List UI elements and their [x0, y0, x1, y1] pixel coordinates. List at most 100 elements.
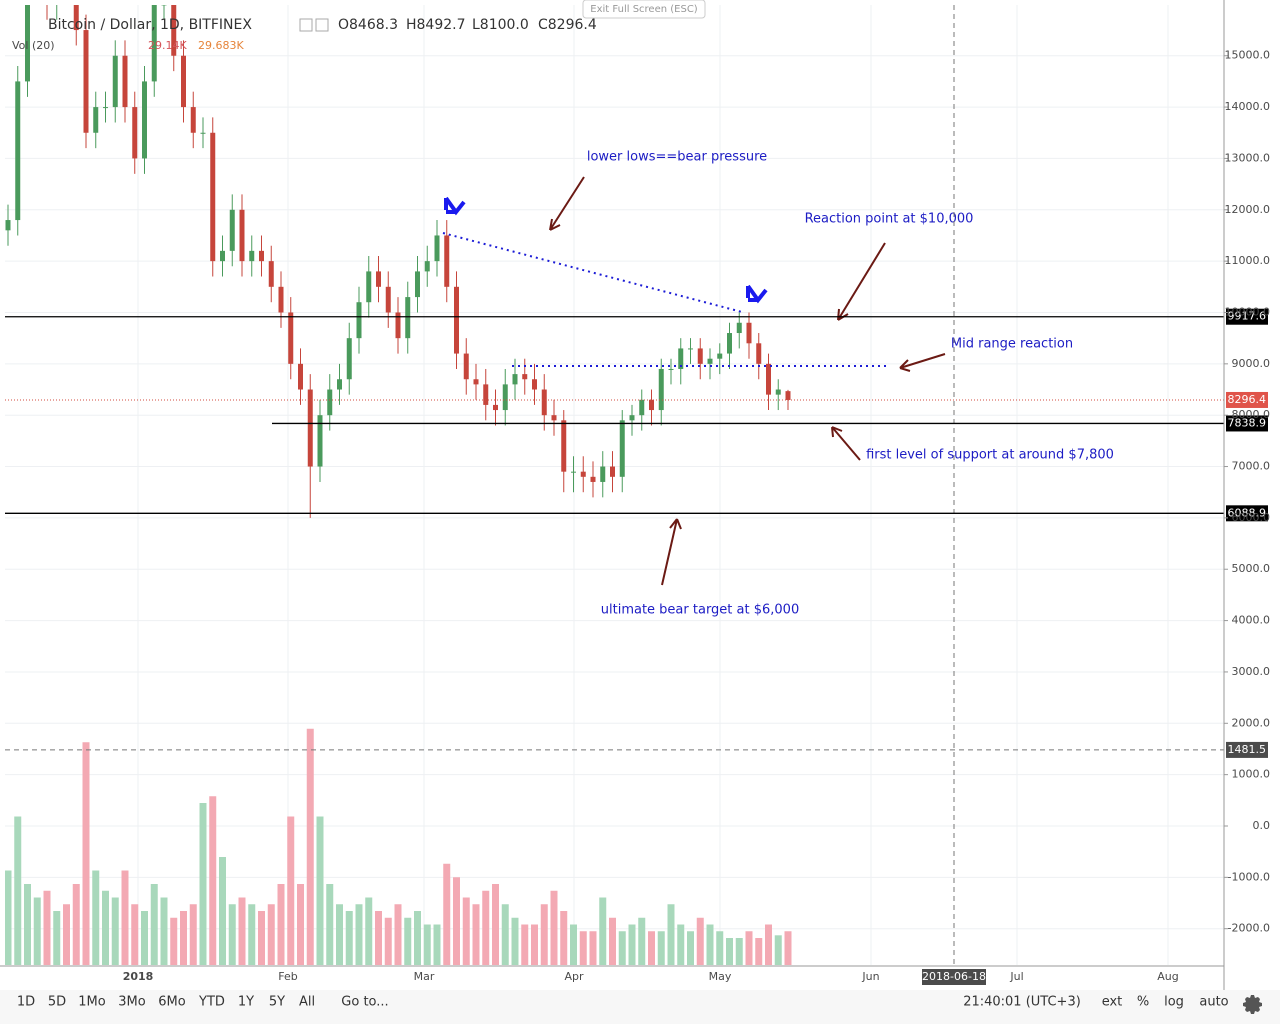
- y-tick-label: 15000.0: [1225, 49, 1271, 62]
- candle-body: [73, 5, 79, 31]
- volume-bar: [63, 904, 70, 965]
- volume-bar: [774, 935, 782, 965]
- volume-bar: [219, 857, 226, 965]
- volume-bar: [102, 890, 109, 965]
- candle-body: [785, 391, 791, 400]
- time-axis: 2018 Feb Mar Apr May Jun Jul Aug: [123, 970, 1179, 983]
- volume-bar: [404, 917, 412, 965]
- y-tick-label: -1000.0: [1228, 870, 1270, 883]
- x-tick-label: 2018: [123, 970, 154, 983]
- range-button[interactable]: 5D: [48, 995, 66, 1010]
- y-tick-label: 3000.0: [1232, 665, 1271, 678]
- toolbar: [0, 990, 1280, 1024]
- candle-body: [298, 363, 303, 390]
- candle-body: [161, 5, 167, 6]
- ohlc-low: L8100.0: [472, 17, 529, 33]
- volume-bar: [648, 931, 655, 965]
- candle-body: [473, 379, 479, 385]
- volume-bar: [462, 897, 470, 965]
- y-tick-label: 1000.0: [1232, 768, 1271, 781]
- candle-body: [756, 343, 762, 364]
- y-tick-label: 11000.0: [1225, 254, 1271, 267]
- volume-bar: [667, 904, 675, 965]
- volume-pane: [5, 728, 792, 965]
- candle-body: [142, 81, 147, 159]
- level-badge: [1226, 415, 1268, 432]
- ohlc-open: O8468.3: [338, 17, 398, 33]
- candle-body: [346, 338, 352, 380]
- candle-body: [444, 235, 450, 287]
- candle-body: [766, 363, 771, 395]
- settings-icon[interactable]: [1243, 995, 1262, 1014]
- icon[interactable]: [299, 18, 313, 32]
- range-button[interactable]: 5Y: [269, 995, 285, 1010]
- volume-bar: [33, 897, 41, 965]
- candle-body: [132, 107, 138, 159]
- candle-body: [385, 286, 391, 313]
- volume-bar: [657, 931, 665, 965]
- candle-body: [658, 368, 664, 411]
- candle-body: [171, 5, 177, 56]
- scale-option[interactable]: %: [1137, 995, 1149, 1010]
- candle-body: [502, 384, 508, 411]
- volume-bar: [521, 924, 529, 965]
- y-tick-label: 0.0: [1253, 819, 1271, 832]
- candle-body: [190, 107, 196, 133]
- volume-bar: [735, 938, 743, 965]
- clock: 21:40:01 (UTC+3): [963, 995, 1081, 1010]
- x-tick-label: Jun: [861, 970, 879, 983]
- scale-option[interactable]: log: [1164, 995, 1184, 1010]
- candle-body: [337, 379, 342, 390]
- candle-body: [200, 132, 206, 134]
- candles: [5, 5, 791, 518]
- candle-body: [688, 348, 693, 350]
- volume-bar: [755, 938, 763, 965]
- range-button[interactable]: 1Y: [238, 995, 254, 1010]
- candle-body: [775, 389, 781, 395]
- arrows: [549, 176, 946, 586]
- candle-body: [210, 132, 216, 262]
- icon[interactable]: [315, 18, 329, 32]
- range-button[interactable]: All: [299, 995, 315, 1010]
- range-button[interactable]: 6Mo: [158, 995, 185, 1010]
- candle-body: [678, 348, 684, 369]
- range-button[interactable]: YTD: [198, 995, 225, 1010]
- candle-body: [239, 209, 245, 262]
- exit-fullscreen-button[interactable]: [582, 0, 706, 19]
- volume-bar: [745, 931, 753, 965]
- volume-bar: [92, 870, 100, 965]
- range-button[interactable]: 3Mo: [118, 995, 145, 1010]
- volume-bar: [248, 904, 256, 965]
- range-button[interactable]: 1Mo: [78, 995, 105, 1010]
- volume-bar: [121, 870, 129, 965]
- candle-body: [317, 415, 323, 467]
- candle-body: [463, 353, 469, 380]
- volume-bar: [687, 931, 694, 965]
- candle-body: [366, 271, 372, 303]
- volume-bar: [297, 884, 304, 965]
- scale-option[interactable]: auto: [1199, 995, 1228, 1010]
- candle-body: [697, 348, 703, 364]
- arrow: [899, 353, 946, 372]
- y-tick-label: 14000.0: [1225, 100, 1271, 113]
- candle-body: [278, 286, 284, 313]
- candle-body: [268, 261, 274, 287]
- volume-title: Vol (20): [12, 39, 55, 52]
- volume-bar: [638, 917, 646, 965]
- crosshair-y-label: 1481.5: [1228, 743, 1267, 756]
- candle-body: [454, 286, 459, 354]
- y-tick-label: 13000.0: [1225, 151, 1271, 164]
- scale-option[interactable]: ext: [1102, 995, 1123, 1010]
- marker-arrow: [746, 284, 768, 304]
- x-tick-label: Aug: [1157, 970, 1178, 983]
- volume-bar: [14, 816, 22, 965]
- volume-bar: [326, 884, 334, 965]
- legend: Bitcoin / Dollar, 1D, BITFINEX O8468.3 H…: [12, 17, 597, 52]
- goto-button[interactable]: Go to...: [341, 995, 388, 1010]
- range-button[interactable]: 1D: [17, 995, 35, 1010]
- candle-body: [103, 107, 108, 109]
- volume-bar: [306, 728, 314, 965]
- candle-body: [717, 353, 723, 359]
- candle-body: [83, 30, 89, 133]
- candle-body: [220, 250, 225, 262]
